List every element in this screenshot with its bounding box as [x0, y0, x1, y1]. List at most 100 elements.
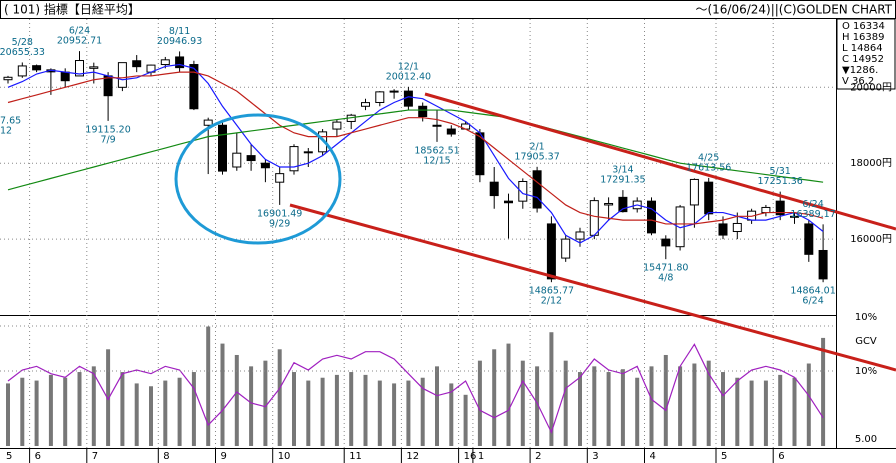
ohlc-item: C 14952: [842, 54, 884, 65]
volume-bar: [292, 372, 296, 446]
annotation-value: 15471.80: [643, 263, 688, 274]
annotation-value: 17291.35: [600, 175, 645, 186]
candle-body: [504, 200, 513, 204]
candle-body: [389, 90, 399, 93]
volume-bar: [349, 372, 354, 446]
volume-bar: [535, 366, 540, 446]
x-tick-label: 5: [6, 451, 12, 462]
annotation-date: 2/12: [541, 296, 562, 307]
x-tick-label: 11: [349, 451, 362, 462]
ohlc-box: [836, 18, 896, 90]
annotation-date: 12/15: [423, 155, 450, 166]
candle-body: [160, 59, 170, 66]
annotation-value: 18562.51: [414, 145, 459, 156]
candle-body: [375, 91, 385, 103]
candle-body: [75, 60, 84, 77]
volume-bar: [792, 377, 797, 446]
volume-bar: [435, 366, 439, 446]
x-tick-label: 10: [278, 451, 291, 462]
candle-body: [32, 65, 42, 71]
ohlc-item: ▼1286.: [842, 65, 878, 76]
volume-bar: [220, 343, 225, 446]
volume-bar: [806, 363, 811, 446]
volume-bar: [821, 337, 826, 446]
annotation-date: 7/9: [100, 134, 115, 145]
volume-bar: [520, 360, 525, 446]
ohlc-item: V 36.2: [842, 76, 874, 87]
annotation-date: 6/24: [802, 296, 823, 307]
volume-bar: [91, 366, 96, 446]
candle-body: [790, 215, 799, 218]
candle-body: [647, 200, 656, 234]
plot: [0, 19, 836, 463]
volume-bar: [763, 380, 768, 446]
moving-average: [7, 109, 824, 191]
candle-body: [189, 64, 199, 110]
volume-bar: [563, 360, 568, 446]
candle-body: [818, 249, 828, 280]
x-tick-label: 6: [35, 451, 41, 462]
volume-bar: [578, 372, 582, 446]
candle-body: [17, 65, 27, 77]
volume-bar: [6, 383, 10, 446]
annotation-value: 20952.71: [57, 36, 102, 47]
volume-bar: [363, 374, 368, 446]
candle-body: [260, 162, 270, 169]
volume-bar: [63, 377, 68, 446]
y-tick-label: 16000円: [850, 234, 892, 245]
volume-bar: [134, 383, 139, 446]
header-title: ( 101) 指標【日経平均】: [4, 2, 140, 17]
candle-body: [446, 128, 456, 135]
x-tick-label: 16: [464, 451, 477, 462]
volume-bar: [635, 377, 640, 446]
volume-bar: [420, 377, 425, 446]
volume-bar: [778, 374, 783, 446]
x-tick-label: 12: [406, 451, 419, 462]
annotation-date: 3/14: [612, 165, 633, 176]
volume-bar: [34, 380, 39, 446]
volume-bar: [620, 369, 625, 446]
candle-body: [661, 238, 671, 247]
volume-bar: [106, 349, 111, 446]
candle-body: [804, 223, 814, 255]
candle-body: [175, 56, 185, 69]
volume-bar: [20, 377, 25, 446]
trend-line-upper: [424, 92, 896, 231]
candle-body: [575, 231, 585, 240]
candle-body: [546, 223, 556, 280]
x-tick-label: 4: [650, 451, 656, 462]
annotation-value: 17905.37: [514, 151, 559, 162]
volume-bar: [48, 374, 53, 446]
annotation-date: 6/24: [802, 199, 823, 210]
volume-bar: [149, 386, 153, 446]
gcv-line: [7, 343, 824, 434]
candle-body: [761, 206, 771, 214]
volume-bar: [334, 374, 339, 446]
candle-body: [232, 152, 242, 168]
volume-bar: [206, 326, 211, 446]
header-source: ～(16/06/24)||(C)GOLDEN CHART: [695, 3, 892, 17]
annotation-value: 16389.17: [790, 209, 835, 220]
y-tick-label: 18000円: [850, 158, 892, 169]
volume-bar: [663, 354, 668, 446]
candle-body: [589, 200, 599, 236]
volume-bar: [377, 380, 382, 446]
indicator-name: GCV: [855, 336, 877, 347]
volume-bar: [177, 377, 182, 446]
x-tick-label: 7: [92, 451, 98, 462]
candle-body: [3, 76, 13, 81]
candle-body: [618, 196, 628, 213]
candle-body: [775, 200, 785, 216]
candle-body: [403, 90, 413, 107]
volume-bar: [678, 366, 683, 446]
volume-bar: [492, 349, 497, 446]
trend-line-lower: [289, 203, 896, 372]
volume-bar: [606, 372, 611, 446]
annotation-value: 17613.56: [686, 162, 731, 173]
x-tick-label: 1: [478, 451, 484, 462]
volume-bar: [234, 354, 239, 446]
edge-label: 12: [0, 126, 12, 137]
volume-bar: [463, 394, 468, 446]
